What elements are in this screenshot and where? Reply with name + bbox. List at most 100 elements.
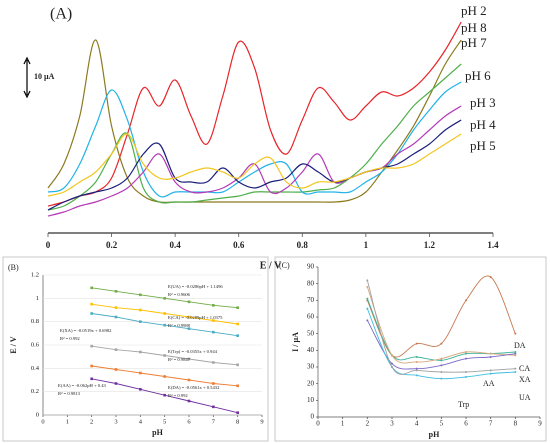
data-point (163, 323, 166, 327)
data-point (440, 364, 443, 367)
series-label: pH 5 (470, 138, 496, 153)
data-point (236, 363, 239, 367)
x-tick-label: 3 (114, 418, 117, 425)
data-point (212, 319, 215, 322)
data-point (163, 354, 166, 357)
data-point (236, 384, 239, 388)
y-tick-label: 0 (36, 411, 39, 418)
series-label: AA (483, 379, 495, 388)
panel-b-frame (2, 256, 269, 442)
data-point (163, 393, 166, 397)
data-point (114, 348, 118, 351)
x-tick-label: 1.2 (424, 240, 436, 250)
data-point (139, 350, 142, 354)
series-line (47, 39, 462, 204)
y-tick-label: 40 (307, 346, 315, 354)
y-tick-label: 1 (36, 295, 39, 302)
x-tick-label: 0.2 (106, 240, 118, 250)
series-label: pH 8 (461, 20, 487, 35)
data-point (90, 377, 93, 381)
annotation: R² = 0.9813 (58, 391, 81, 396)
x-tick-label: 8 (514, 420, 518, 428)
panel-label: (B) (8, 263, 19, 272)
x-axis-title: E / V (260, 260, 282, 271)
y-tick-label: 0.2 (31, 388, 39, 395)
data-point (514, 351, 517, 353)
y-tick-label: 20 (307, 379, 315, 387)
y-tick-label: 10 (307, 396, 315, 404)
data-point (366, 307, 369, 310)
annotation: R² = 0.9847 (168, 357, 191, 362)
x-tick-label: 5 (440, 420, 444, 428)
data-point (163, 375, 166, 378)
x-tick-label: 7 (212, 418, 216, 425)
data-point (114, 368, 118, 371)
series-label: pH 6 (465, 68, 491, 83)
annotation: E(XA) = -0.0519x + 0.6982 (60, 328, 112, 333)
data-point (440, 357, 443, 360)
data-point (415, 374, 418, 377)
data-point (366, 279, 369, 282)
data-point (90, 286, 93, 290)
data-point (90, 302, 93, 306)
y-tick-label: 70 (307, 296, 315, 304)
y-tick-label: 1.2 (31, 271, 39, 278)
data-point (415, 342, 418, 345)
data-point (139, 308, 142, 312)
data-point (489, 356, 492, 358)
x-tick-label: 6 (187, 418, 191, 425)
annotation: E(DA) = -0.0561x + 0.5432 (168, 385, 220, 390)
data-point (187, 327, 191, 330)
data-point (440, 377, 443, 380)
x-tick-label: 0.4 (170, 240, 182, 250)
series-label: DA (514, 341, 526, 350)
data-point (465, 357, 467, 360)
data-point (163, 297, 166, 300)
x-tick-label: 1 (66, 418, 69, 425)
series-label: pH 2 (461, 3, 487, 18)
y-tick-label: 0 (311, 413, 315, 421)
data-point (465, 352, 467, 355)
x-tick-label: 0 (46, 240, 51, 250)
x-tick-label: 4 (415, 420, 419, 428)
data-point (236, 322, 239, 326)
data-point (163, 312, 166, 315)
data-point (366, 297, 369, 300)
panel-label: (C) (279, 261, 290, 270)
data-point (465, 351, 467, 353)
data-point (90, 312, 93, 315)
data-point (489, 352, 492, 355)
data-point (415, 361, 418, 363)
series-line (47, 105, 462, 217)
series-label: XA (519, 375, 531, 384)
series-line (47, 133, 462, 197)
x-tick-label: 1.4 (487, 240, 499, 250)
data-point (212, 330, 215, 334)
x-tick-label: 2 (366, 420, 370, 428)
y-tick-label: 50 (307, 329, 315, 337)
data-point (187, 315, 191, 319)
y-tick-label: 0.8 (31, 318, 39, 325)
y-axis-title: E / V (9, 336, 18, 353)
data-point (415, 369, 418, 372)
series-line (366, 286, 516, 364)
x-tick-label: 1 (364, 240, 369, 250)
data-point (139, 320, 142, 323)
series-label: Trp (458, 400, 469, 409)
x-axis-title: pH (429, 430, 440, 439)
data-point (212, 382, 215, 385)
y-tick-label: 30 (307, 363, 315, 371)
x-tick-label: 6 (464, 420, 468, 428)
annotation: E(Trp) = -0.0355x + 0.944 (168, 349, 218, 354)
data-point (514, 354, 517, 357)
data-point (212, 304, 215, 307)
data-point (114, 306, 118, 309)
series-line (47, 81, 462, 198)
data-point (236, 306, 239, 309)
data-point (440, 342, 443, 345)
data-point (514, 332, 517, 335)
series-label: CA (519, 364, 530, 373)
series-line (366, 275, 516, 358)
series-label: pH 4 (470, 117, 496, 132)
data-point (114, 315, 118, 319)
